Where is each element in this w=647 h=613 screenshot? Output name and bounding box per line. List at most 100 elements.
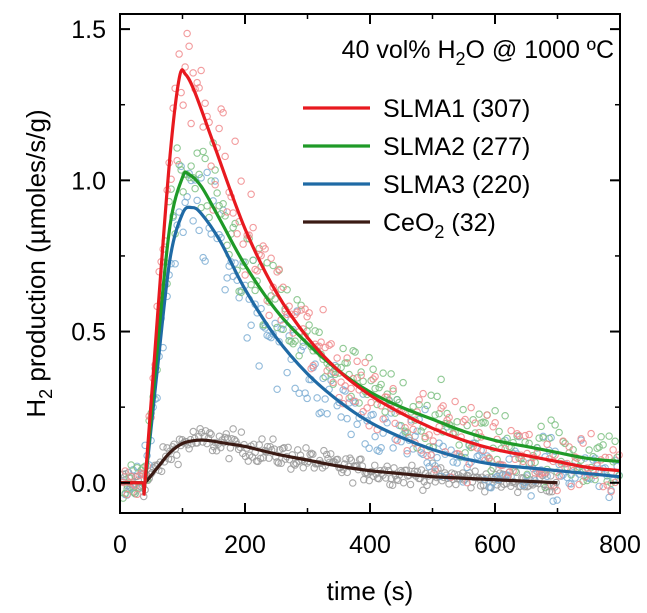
scatter-point: [273, 458, 281, 466]
scatter-point: [611, 437, 619, 446]
scatter-point: [489, 422, 497, 431]
scatter-point: [447, 446, 455, 454]
scatter-point: [303, 394, 311, 403]
scatter-point: [237, 428, 246, 436]
fit-lines: [119, 68, 621, 497]
scatter-point: [425, 431, 433, 439]
scatter-point: [279, 283, 287, 291]
scatter-point: [319, 374, 327, 383]
scatter-point: [317, 408, 325, 417]
scatter-point: [513, 430, 521, 438]
scatter-point: [306, 450, 314, 459]
scatter-point: [273, 385, 281, 393]
scatter-point: [367, 376, 375, 385]
scatter-point: [419, 450, 427, 459]
scatter-point: [541, 483, 549, 492]
scatter-point: [247, 190, 255, 198]
scatter-point: [259, 453, 268, 462]
scatter-point: [347, 392, 355, 401]
scatter-point: [367, 398, 375, 407]
scatter-point: [229, 223, 237, 232]
scatter-point: [452, 480, 460, 489]
scatter-point: [551, 421, 559, 429]
scatter-point: [249, 223, 257, 232]
scatter-point: [201, 154, 209, 163]
x-tick-label: 800: [599, 531, 641, 559]
scatter-point: [179, 188, 187, 196]
scatter-point: [233, 229, 241, 238]
scatter-point: [175, 50, 183, 58]
scatter-point: [229, 425, 237, 433]
scatter-point: [501, 412, 509, 420]
scatter-point: [249, 256, 257, 265]
scatter-point: [302, 444, 310, 452]
scatter-point: [291, 461, 299, 469]
scatter-point: [311, 360, 319, 368]
legend: SLMA1 (307) SLMA2 (277) SLMA3 (220) CeO2 (3…: [303, 95, 530, 242]
scatter-point: [125, 473, 133, 482]
scatter-point: [133, 490, 141, 499]
scatter-point: [379, 369, 387, 377]
scatter-point: [431, 478, 439, 486]
scatter-point: [423, 458, 431, 467]
scatter-point: [337, 378, 345, 386]
scatter-point: [413, 427, 421, 435]
scatter-point: [408, 461, 416, 470]
scatter-point: [293, 296, 301, 304]
scatter-point: [187, 119, 195, 128]
scatter-point: [459, 405, 467, 414]
scatter-point: [353, 357, 361, 366]
scatter-point: [605, 432, 613, 440]
scatter-point: [388, 481, 397, 489]
scatter-point: [181, 63, 189, 71]
scatter-point: [421, 432, 429, 441]
scatter-point: [345, 394, 353, 402]
series-line: [119, 205, 621, 493]
scatter-point: [195, 84, 203, 92]
scatter-point: [305, 321, 313, 329]
scatter-point: [295, 352, 303, 360]
chart-annotation: 40 vol% H2O @ 1000 ºC: [342, 36, 614, 69]
scatter-point: [278, 444, 287, 453]
scatter-point: [475, 410, 483, 418]
scatter-point: [507, 426, 515, 435]
scatter-point: [346, 454, 354, 462]
scatter-point: [401, 423, 409, 432]
scatter-point: [495, 427, 503, 436]
scatter-point: [173, 144, 181, 152]
scatter-point: [251, 265, 259, 274]
scatter-point: [599, 482, 607, 491]
scatter-points: [119, 29, 623, 505]
scatter-point: [223, 208, 231, 216]
scatter-point: [381, 474, 390, 482]
x-tick-label: 200: [224, 531, 266, 559]
scatter-point: [215, 124, 223, 133]
scatter-point: [523, 470, 531, 479]
scatter-point: [303, 312, 311, 321]
scatter-point: [597, 432, 605, 441]
scatter-point: [343, 414, 351, 423]
scatter-point: [481, 419, 489, 427]
scatter-point: [283, 286, 291, 294]
scatter-point: [323, 367, 331, 375]
scatter-point: [189, 427, 198, 436]
scatter-point: [206, 429, 214, 437]
scatter-point: [371, 432, 379, 441]
scatter-point: [467, 403, 475, 412]
scatter-point: [203, 168, 211, 177]
scatter-point: [553, 486, 561, 495]
scatter-point: [417, 427, 425, 435]
scatter-point: [221, 212, 229, 220]
scatter-point: [471, 419, 479, 427]
scatter-point: [323, 409, 331, 418]
scatter-point: [215, 201, 223, 210]
scatter-point: [431, 462, 439, 470]
x-tick-label: 0: [113, 531, 127, 559]
series-line: [119, 68, 621, 497]
scatter-point: [401, 427, 409, 436]
scatter-point: [231, 219, 239, 228]
scatter-point: [321, 395, 329, 403]
scatter-point: [427, 451, 435, 459]
scatter-point: [183, 29, 191, 38]
scatter-point: [341, 387, 349, 395]
